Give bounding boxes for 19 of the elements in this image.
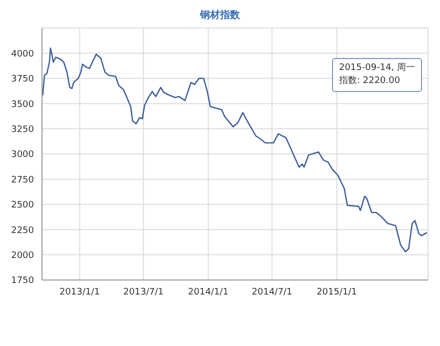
y-tick-label: 3000: [11, 150, 34, 160]
y-tick-label: 3250: [11, 124, 34, 135]
x-tick-label: 2015/1/1: [316, 287, 357, 298]
y-tick-label: 2250: [11, 226, 34, 236]
y-tick-label: 1750: [11, 276, 34, 286]
annotation: 2015-09-14, 周一: [338, 62, 415, 75]
y-tick-label: 4000: [11, 49, 34, 60]
y-tick-label: 3750: [11, 74, 34, 85]
x-tick-label: 2013/7/1: [123, 287, 164, 298]
y-tick-label: 2000: [11, 250, 34, 261]
x-tick-label: 2013/1/1: [59, 287, 100, 298]
y-tick-label: 3500: [11, 100, 34, 110]
y-tick-label: 2750: [11, 175, 34, 186]
y-tick-label: 2500: [11, 200, 34, 211]
x-tick-label: 2014/7/1: [252, 287, 292, 298]
x-tick-label: 2014/1/1: [188, 287, 228, 298]
annotation: 指数: 2220.00: [338, 75, 402, 88]
chart-title: 钢材指数: [198, 8, 241, 23]
line-series: [42, 48, 428, 252]
